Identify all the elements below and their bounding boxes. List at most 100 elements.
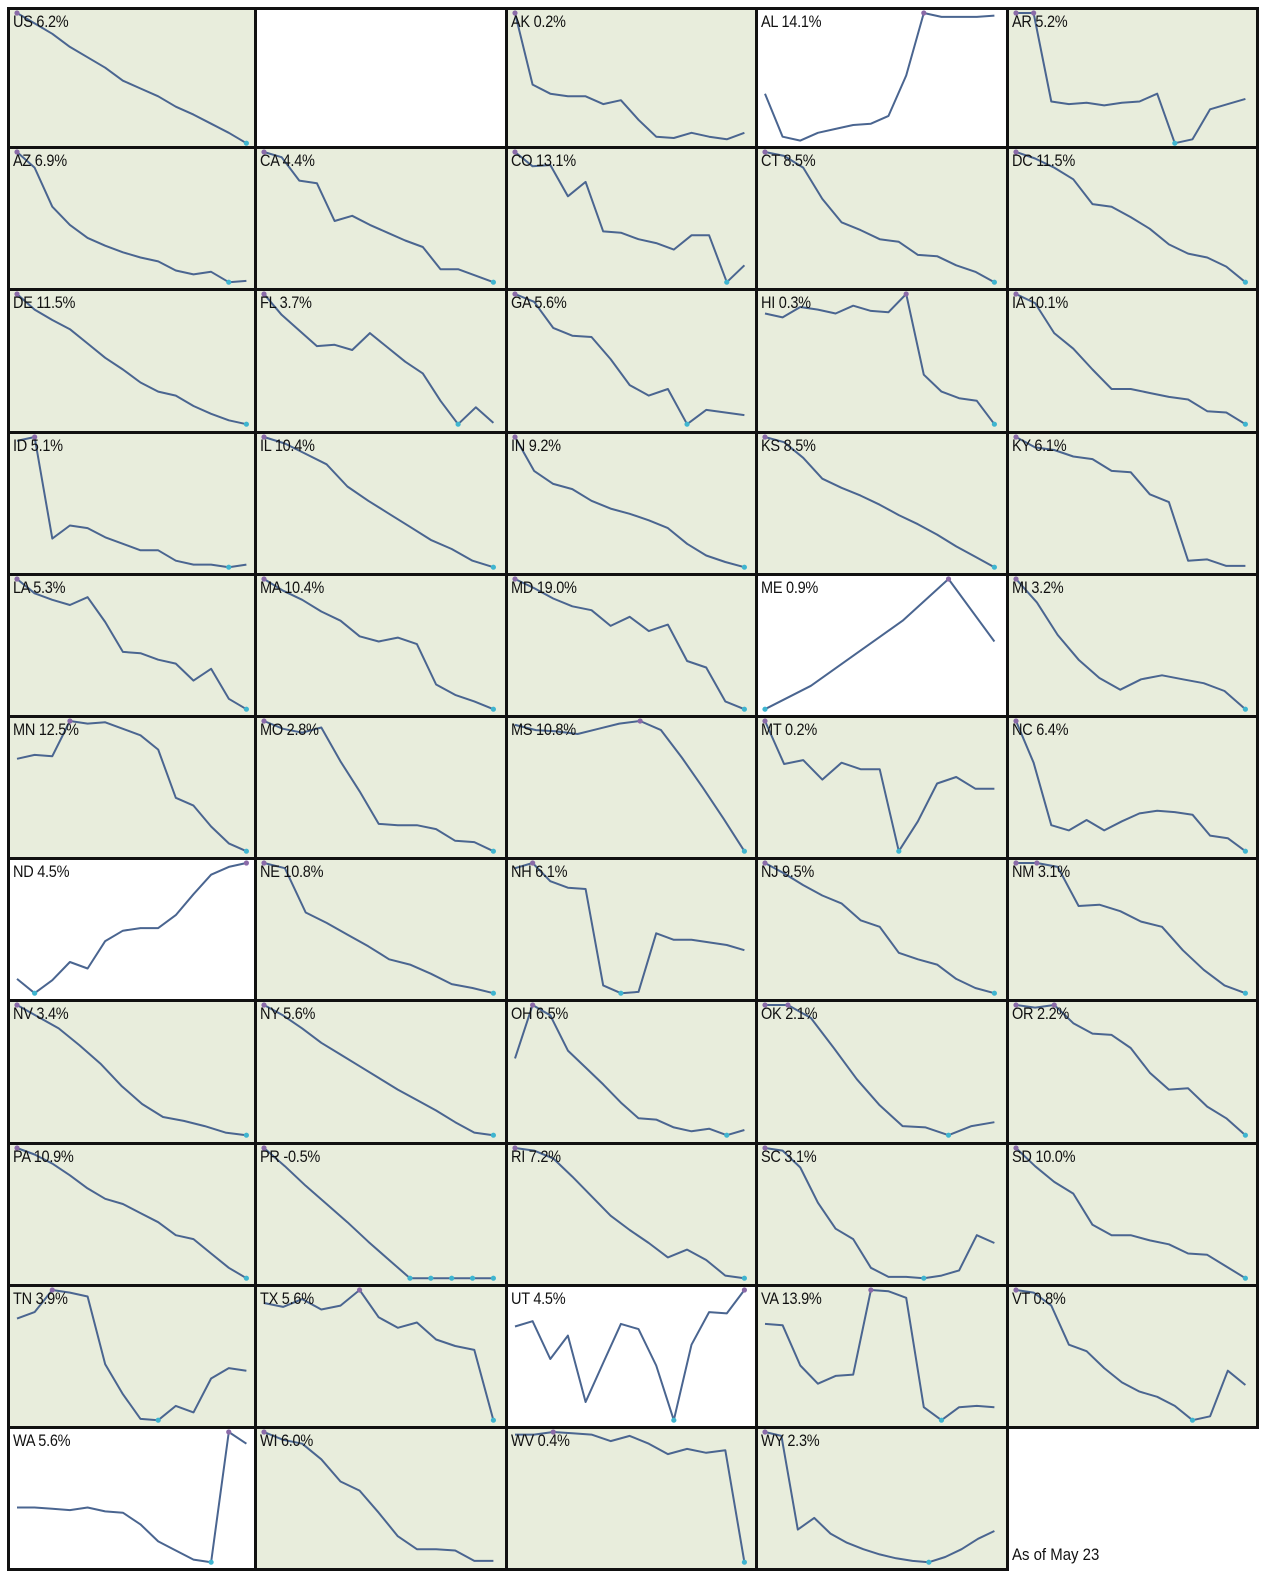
sparkline [1012, 1144, 1248, 1281]
high-point-marker [1030, 10, 1036, 16]
sparkline-series [1014, 720, 1246, 853]
sparkline-series [514, 293, 745, 426]
high-point-marker [762, 1144, 768, 1151]
high-point-marker [261, 433, 267, 440]
high-point-marker [49, 1287, 55, 1293]
sparkline [762, 149, 998, 285]
low-point-marker [991, 279, 998, 285]
panel-label: OH 6.5% [510, 1005, 568, 1024]
low-point-marker [491, 706, 497, 712]
sparkline [14, 576, 249, 712]
sparkline-series [514, 151, 745, 284]
panel-label: DC 11.5% [1011, 152, 1075, 171]
high-point-marker [762, 1429, 768, 1435]
sparkline [261, 291, 495, 428]
high-point-marker [226, 1429, 232, 1435]
sparkline [1012, 860, 1248, 996]
panel-label: OK 2.1% [761, 1005, 818, 1024]
panel-la: LA 5.3% [7, 575, 258, 718]
sparkline [513, 1002, 745, 1139]
panel-label: NY 5.6% [260, 1005, 316, 1024]
panel-label: HI 0.3% [761, 294, 811, 313]
panel-label: NV 3.4% [13, 1005, 69, 1024]
low-point-marker [208, 1559, 214, 1565]
sparkline-series [764, 862, 995, 995]
sparkline-series [263, 577, 495, 710]
panel-fl: FL 3.7% [257, 291, 508, 434]
panel-co: CO 13.1% [507, 149, 759, 292]
low-point-marker [226, 564, 232, 570]
panel-label: CT 8.5% [761, 152, 816, 171]
sparkline [512, 576, 747, 712]
high-point-marker [762, 718, 768, 724]
low-point-marker [428, 1275, 434, 1281]
panel-label: AR 5.2% [1011, 13, 1068, 31]
high-point-marker [1012, 576, 1019, 582]
panel-label: KY 6.1% [1011, 436, 1067, 455]
panel-nc: NC 6.4% [1008, 718, 1259, 861]
sparkline [512, 291, 745, 428]
panel-md: MD 19.0% [507, 575, 759, 718]
sparkline-series [263, 293, 495, 426]
sparkline-series [263, 1146, 494, 1279]
high-point-marker [921, 10, 927, 16]
sparkline [1012, 576, 1248, 712]
panel-label: NH 6.1% [510, 863, 568, 882]
panel-label: MO 2.8% [260, 721, 320, 739]
panel-label: NC 6.4% [1011, 721, 1069, 739]
panel-label: OR 2.2% [1011, 1005, 1069, 1024]
sparkline-series [16, 1146, 247, 1279]
panel-mn: MN 12.5% [7, 718, 258, 861]
panel-de: DE 11.5% [7, 291, 258, 434]
as-of-date-footnote: As of May 23 [1012, 1545, 1100, 1564]
sparkline-series [264, 435, 495, 568]
low-point-marker [1189, 1417, 1195, 1423]
sparkline [1012, 149, 1248, 285]
panel-label: FL 3.7% [260, 294, 313, 313]
panel-label: NE 10.8% [260, 863, 324, 882]
low-point-marker [491, 1417, 497, 1423]
sparkline-series [764, 1431, 996, 1564]
sparkline-series [514, 577, 745, 710]
sparkline [1012, 718, 1248, 854]
sparkline-series [16, 1004, 247, 1137]
sparkline-series [764, 435, 996, 568]
panel-label: MS 10.8% [510, 721, 576, 739]
panel-wi: WI 6.0% [257, 1429, 508, 1571]
low-point-marker [1171, 140, 1178, 146]
low-point-marker [1242, 421, 1248, 428]
sparkline [16, 1287, 247, 1423]
sparkline-series [1014, 1146, 1246, 1279]
panel-pr: PR -0.5% [257, 1144, 508, 1287]
panel-mo: MO 2.8% [257, 718, 508, 861]
high-point-marker [261, 149, 267, 155]
sparkline-series [264, 720, 495, 853]
low-point-marker [741, 1275, 747, 1281]
high-point-marker [261, 291, 267, 297]
panel-us: US 6.2% [7, 7, 258, 150]
high-point-marker [1012, 433, 1019, 440]
high-point-marker [868, 1287, 874, 1293]
sparkline [1012, 291, 1248, 428]
low-point-marker [939, 1417, 945, 1423]
panel-ak: AK 0.2% [507, 7, 759, 150]
low-point-marker [1242, 706, 1248, 712]
sparkline-series [264, 1288, 495, 1421]
low-point-marker [671, 1417, 677, 1423]
sparkline [264, 1287, 497, 1423]
sparkline-series [514, 1431, 746, 1563]
sparkline [16, 718, 249, 854]
low-point-marker [491, 1132, 497, 1139]
sparkline-series [513, 12, 745, 141]
sparkline-series [16, 12, 247, 145]
high-point-marker [1051, 1002, 1057, 1008]
sparkline [762, 1144, 995, 1281]
panel-oh: OH 6.5% [507, 1002, 759, 1145]
panel-label: ND 4.5% [13, 863, 70, 882]
panel-label: GA 5.6% [510, 294, 567, 313]
low-point-marker [243, 140, 249, 146]
panel-wv: WV 0.4% [507, 1429, 759, 1571]
panel-label: NM 3.1% [1011, 863, 1070, 882]
high-point-marker [1012, 1287, 1019, 1293]
high-point-marker [903, 291, 909, 297]
